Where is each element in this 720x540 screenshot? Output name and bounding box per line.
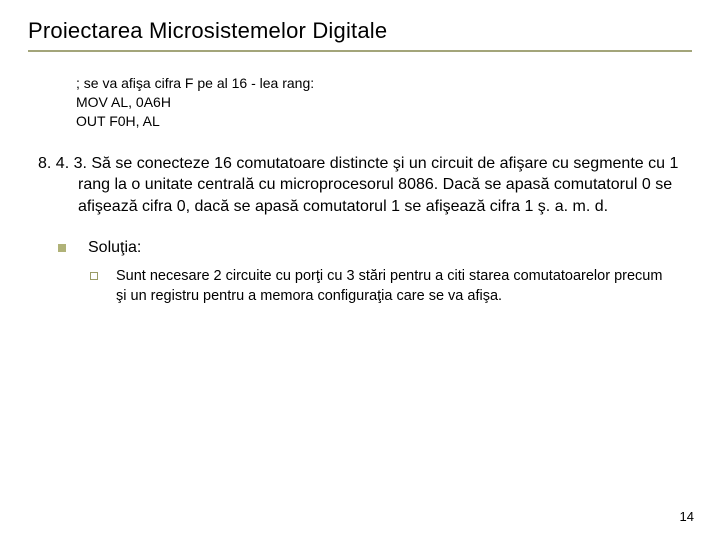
slide-title: Proiectarea Microsistemelor Digitale <box>28 18 692 44</box>
code-block: ; se va afişa cifra F pe al 16 - lea ran… <box>76 74 692 131</box>
section-8-4-3: 8. 4. 3. Să se conecteze 16 comutatoare … <box>38 153 692 218</box>
section-text: 8. 4. 3. Să se conecteze 16 comutatoare … <box>38 153 682 218</box>
title-block: Proiectarea Microsistemelor Digitale <box>28 18 692 52</box>
hollow-square-icon <box>90 272 98 280</box>
square-bullet-icon <box>58 244 66 252</box>
bullet-solution: Soluţia: <box>58 239 692 257</box>
code-line-1: ; se va afişa cifra F pe al 16 - lea ran… <box>76 74 692 93</box>
code-line-2: MOV AL, 0A6H <box>76 93 692 112</box>
bullet-label: Soluţia: <box>88 239 141 257</box>
section-paragraph: 8. 4. 3. Să se conecteze 16 comutatoare … <box>38 153 682 218</box>
slide-container: Proiectarea Microsistemelor Digitale ; s… <box>0 0 720 540</box>
sub-bullet-row: Sunt necesare 2 circuite cu porţi cu 3 s… <box>90 267 692 306</box>
page-number: 14 <box>680 509 694 524</box>
code-line-3: OUT F0H, AL <box>76 112 692 131</box>
sub-bullet-text: Sunt necesare 2 circuite cu porţi cu 3 s… <box>116 267 692 306</box>
